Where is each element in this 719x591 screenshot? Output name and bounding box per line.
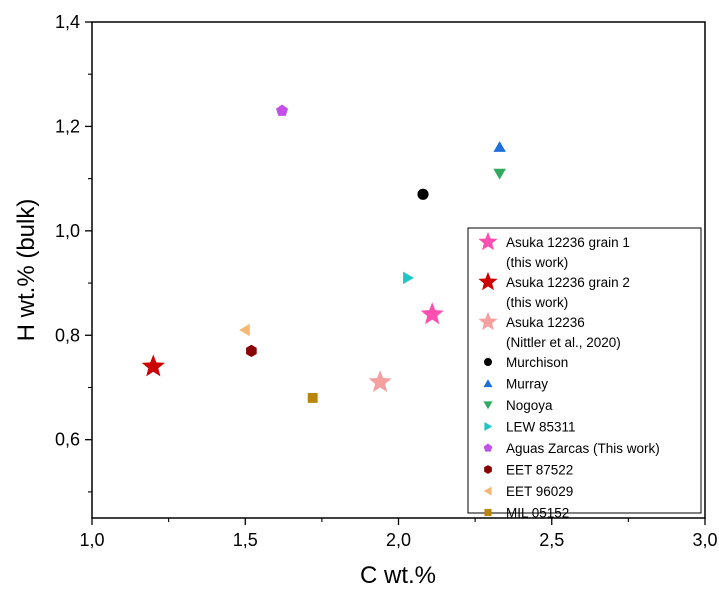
- x-tick-label: 2,0: [386, 530, 411, 550]
- legend-label: Asuka 12236 grain 1: [506, 235, 630, 250]
- data-point: [493, 141, 506, 152]
- y-tick-label: 1,2: [55, 116, 80, 136]
- legend-box: [467, 227, 702, 514]
- legend-marker: [478, 311, 498, 331]
- data-points: [141, 104, 506, 403]
- legend-marker: [478, 271, 498, 291]
- legend-label: MIL 05152: [506, 506, 569, 521]
- data-point: [417, 188, 429, 200]
- legend-label: EET 87522: [506, 463, 573, 478]
- y-tick-label: 1,4: [55, 12, 80, 32]
- legend-marker: [483, 357, 493, 367]
- x-axis-title: C wt.%: [360, 562, 436, 589]
- data-point: [246, 344, 257, 358]
- y-tick-label: 0,6: [55, 430, 80, 450]
- legend-marker: [484, 465, 492, 474]
- data-point: [276, 104, 289, 116]
- x-tick-label: 1,5: [233, 530, 258, 550]
- data-point: [368, 370, 392, 393]
- y-tick-label: 0,8: [55, 325, 80, 345]
- data-point: [239, 323, 250, 337]
- y-axis-title: H wt.% (bulk): [13, 199, 40, 342]
- data-point: [420, 302, 444, 325]
- y-tick-label: 1,0: [55, 221, 80, 241]
- legend-marker: [483, 443, 493, 452]
- legend-marker: [483, 486, 492, 496]
- legend-marker: [484, 422, 493, 431]
- legend-label: Asuka 12236 grain 2: [506, 275, 630, 290]
- legend-label-line2: (this work): [506, 295, 568, 310]
- x-tick-label: 1,0: [79, 530, 104, 550]
- legend-label-line2: (this work): [506, 255, 568, 270]
- y-axis: 0,6 0,8 1,0 1,2 1,4: [55, 12, 92, 493]
- legend-label: LEW 85311: [506, 420, 576, 435]
- legend-label: Nogoya: [506, 398, 553, 413]
- legend-label: Asuka 12236: [506, 315, 585, 330]
- legend-label: EET 96029: [506, 484, 573, 499]
- data-point: [493, 168, 506, 180]
- x-tick-label: 2,5: [539, 530, 564, 550]
- legend-marker: [483, 401, 493, 410]
- legend-marker: [484, 508, 492, 517]
- x-tick-label: 3,0: [692, 530, 717, 550]
- legend-label: Murchison: [506, 355, 568, 370]
- legend-marker: [478, 231, 498, 251]
- x-axis: 1,0 1,5 2,0 2,5 3,0: [79, 518, 718, 550]
- data-point: [307, 392, 318, 403]
- data-point: [403, 271, 414, 285]
- data-point: [141, 354, 165, 377]
- legend: Asuka 12236 grain 1 (this work) Asuka 1223…: [467, 227, 702, 521]
- legend-label-line2: (Nittler et al., 2020): [506, 335, 621, 350]
- legend-marker: [483, 379, 493, 388]
- legend-label: Murray: [506, 377, 548, 392]
- legend-label: Aguas Zarcas (This work): [506, 441, 660, 456]
